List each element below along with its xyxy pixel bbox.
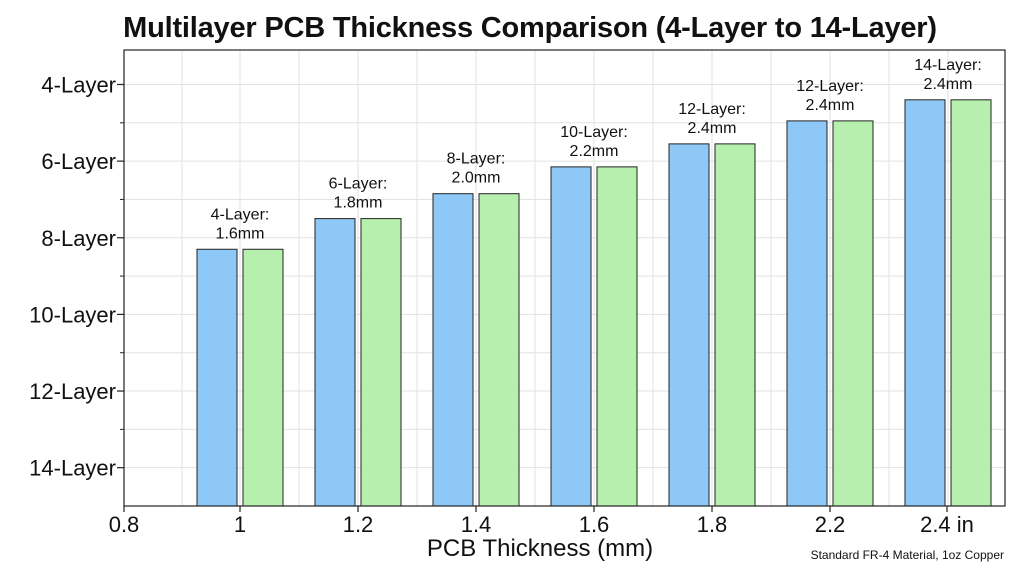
bar-annotation-line2: 2.2mm	[570, 143, 619, 160]
y-tick-label: 6-Layer	[41, 149, 116, 174]
bar-2-4	[596, 166, 638, 507]
bar-annotation-line1: 4-Layer:	[211, 206, 270, 223]
x-tick-label: 1.6	[579, 512, 610, 537]
x-tick-label: 1.2	[343, 512, 374, 537]
x-tick-label: 2.4 in	[920, 512, 974, 537]
bar-1-1	[196, 248, 238, 507]
bar-1-7	[904, 99, 946, 507]
bar-1-3	[432, 193, 474, 507]
bar-annotation-line2: 2.4mm	[688, 120, 737, 137]
y-tick-label: 10-Layer	[29, 302, 116, 327]
x-tick-label: 0.8	[109, 512, 140, 537]
bar-1-2	[314, 218, 356, 507]
bar-annotations: 4-Layer: 1.6mm 6-Layer: 1.8mm 8-Layer: 2.0mm 1…	[211, 57, 982, 242]
bar-1-6	[786, 120, 828, 507]
bar-annotation-line1: 12-Layer:	[796, 78, 864, 95]
bars	[196, 99, 992, 507]
y-tick-label: 8-Layer	[41, 226, 116, 251]
bar-annotation-line1: 14-Layer:	[914, 57, 982, 74]
y-ticks: 4-Layer 6-Layer 8-Layer 10-Layer 12-Layer 14-…	[29, 72, 124, 481]
bar-2-1	[242, 248, 284, 507]
x-ticks: 0.8 1 1.2 1.4 1.6 1.8 2.2 2.4 in	[109, 506, 974, 537]
bar-1-5	[668, 143, 710, 507]
bar-annotation-line2: 1.6mm	[216, 225, 265, 242]
bar-annotation-line2: 2.4mm	[924, 76, 973, 93]
x-axis-title: PCB Thickness (mm)	[426, 535, 654, 562]
bar-2-5	[714, 143, 756, 507]
footnote: Standard FR-4 Material, 1oz Copper	[810, 548, 1004, 562]
x-tick-label: 2.2	[815, 512, 846, 537]
bar-1-4	[550, 166, 592, 507]
bar-2-7	[950, 99, 992, 507]
bar-2-6	[832, 120, 874, 507]
bar-annotation-line1: 6-Layer:	[329, 176, 388, 193]
bar-annotation-line1: 12-Layer:	[678, 101, 746, 118]
plot-frame	[123, 49, 1006, 507]
chart-title: Multilayer PCB Thickness Comparison (4-L…	[123, 12, 937, 44]
y-tick-label: 14-Layer	[29, 456, 116, 481]
bar-annotation-line2: 2.4mm	[806, 97, 855, 114]
bar-2-2	[360, 218, 402, 507]
y-tick-label: 4-Layer	[41, 72, 116, 97]
bar-2-3	[478, 193, 520, 507]
bar-annotation-line2: 2.0mm	[452, 170, 501, 187]
x-tick-label: 1.4	[461, 512, 492, 537]
y-tick-label: 12-Layer	[29, 379, 116, 404]
x-tick-label: 1.8	[697, 512, 728, 537]
bar-annotation-line2: 1.8mm	[334, 195, 383, 212]
x-tick-label: 1	[234, 512, 246, 537]
bar-annotation-line1: 8-Layer:	[447, 151, 506, 168]
bar-annotation-line1: 10-Layer:	[560, 124, 628, 141]
